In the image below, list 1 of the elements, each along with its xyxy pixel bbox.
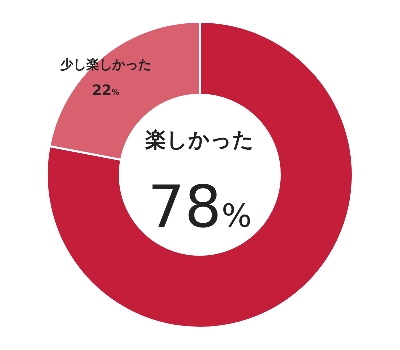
donut-slice — [46, 21, 354, 329]
